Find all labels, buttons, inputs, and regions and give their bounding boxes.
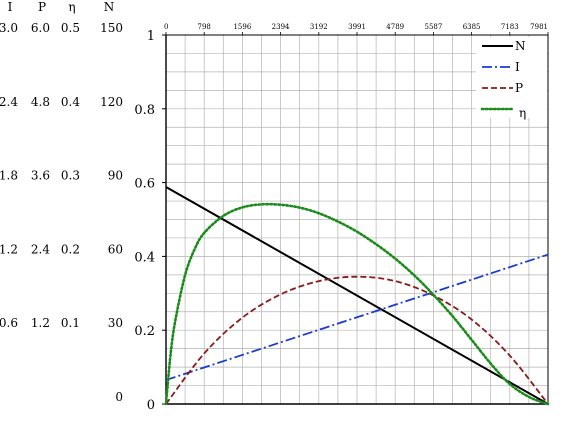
series-line-1 xyxy=(165,253,549,381)
x-tick-label: 0 xyxy=(164,23,168,31)
series-line-2 xyxy=(165,275,549,405)
left-column-tick: 0.5 xyxy=(61,21,80,35)
legend-box xyxy=(476,37,547,118)
y-tick-label: 0.6 xyxy=(134,177,155,192)
series-layer xyxy=(164,186,550,406)
x-tick-label: 6385 xyxy=(463,23,481,31)
left-column-tick: 0.1 xyxy=(61,316,80,330)
left-column-tick: 0 xyxy=(115,390,123,404)
legend-label-1: I xyxy=(515,60,520,74)
left-column-tick: 4.8 xyxy=(31,95,50,109)
y-tick-label: 0.2 xyxy=(134,324,155,339)
left-column-tick: 90 xyxy=(108,169,123,183)
left-column-tick: 1.2 xyxy=(0,242,18,256)
x-tick-label: 1596 xyxy=(233,23,251,31)
x-tick-label: 4789 xyxy=(386,23,404,31)
x-tick-label: 5587 xyxy=(425,23,443,31)
left-column-tick: 150 xyxy=(100,21,123,35)
left-column-tick: 2.4 xyxy=(31,242,50,256)
left-column-tick: 1.2 xyxy=(31,316,50,330)
left-column-tick: 0.6 xyxy=(0,316,18,330)
left-column-tick: 2.4 xyxy=(0,95,18,109)
legend-label-2: P xyxy=(515,81,523,95)
y-tick-label: 0.8 xyxy=(134,103,155,118)
y-tick-label: 0 xyxy=(147,398,155,413)
left-column-tick: 0.4 xyxy=(61,95,80,109)
left-column-tick: 30 xyxy=(108,316,123,330)
left-column-tick: 3.0 xyxy=(0,21,18,35)
y-tick-label: 1 xyxy=(147,29,155,44)
left-column-tick: 1.8 xyxy=(0,169,18,183)
axis-header-3: N xyxy=(104,0,115,14)
axis-header-2: η xyxy=(68,0,75,14)
x-tick-label: 798 xyxy=(198,23,211,31)
legend-label-3: η xyxy=(519,106,526,120)
axis-header-0: I xyxy=(8,0,13,14)
axis-header-1: P xyxy=(38,0,46,14)
series-line-3 xyxy=(164,202,550,406)
left-column-tick: 120 xyxy=(100,95,123,109)
left-column-tick: 6.0 xyxy=(31,21,50,35)
x-tick-label: 3991 xyxy=(348,23,366,31)
x-tick-label: 3192 xyxy=(310,23,328,31)
legend-label-0: N xyxy=(515,39,526,53)
left-column-tick: 3.6 xyxy=(31,169,50,183)
x-tick-labels: 0 798 1596 2394 3192 3991 4789 5587 6385 7183 7981 xyxy=(164,23,548,31)
axes xyxy=(162,32,549,405)
left-column-tick: 0.2 xyxy=(61,242,80,256)
y-tick-label: 0.4 xyxy=(134,250,155,265)
x-tick-label: 2394 xyxy=(272,23,290,31)
series-line-0 xyxy=(165,186,549,405)
y-tick-labels: 1 0.8 0.6 0.4 0.2 0 xyxy=(134,29,155,413)
x-tick-label: 7183 xyxy=(501,23,519,31)
left-column-tick: 60 xyxy=(108,242,123,256)
left-column-tick: 0.3 xyxy=(61,169,80,183)
x-tick-label: 7981 xyxy=(530,23,548,31)
